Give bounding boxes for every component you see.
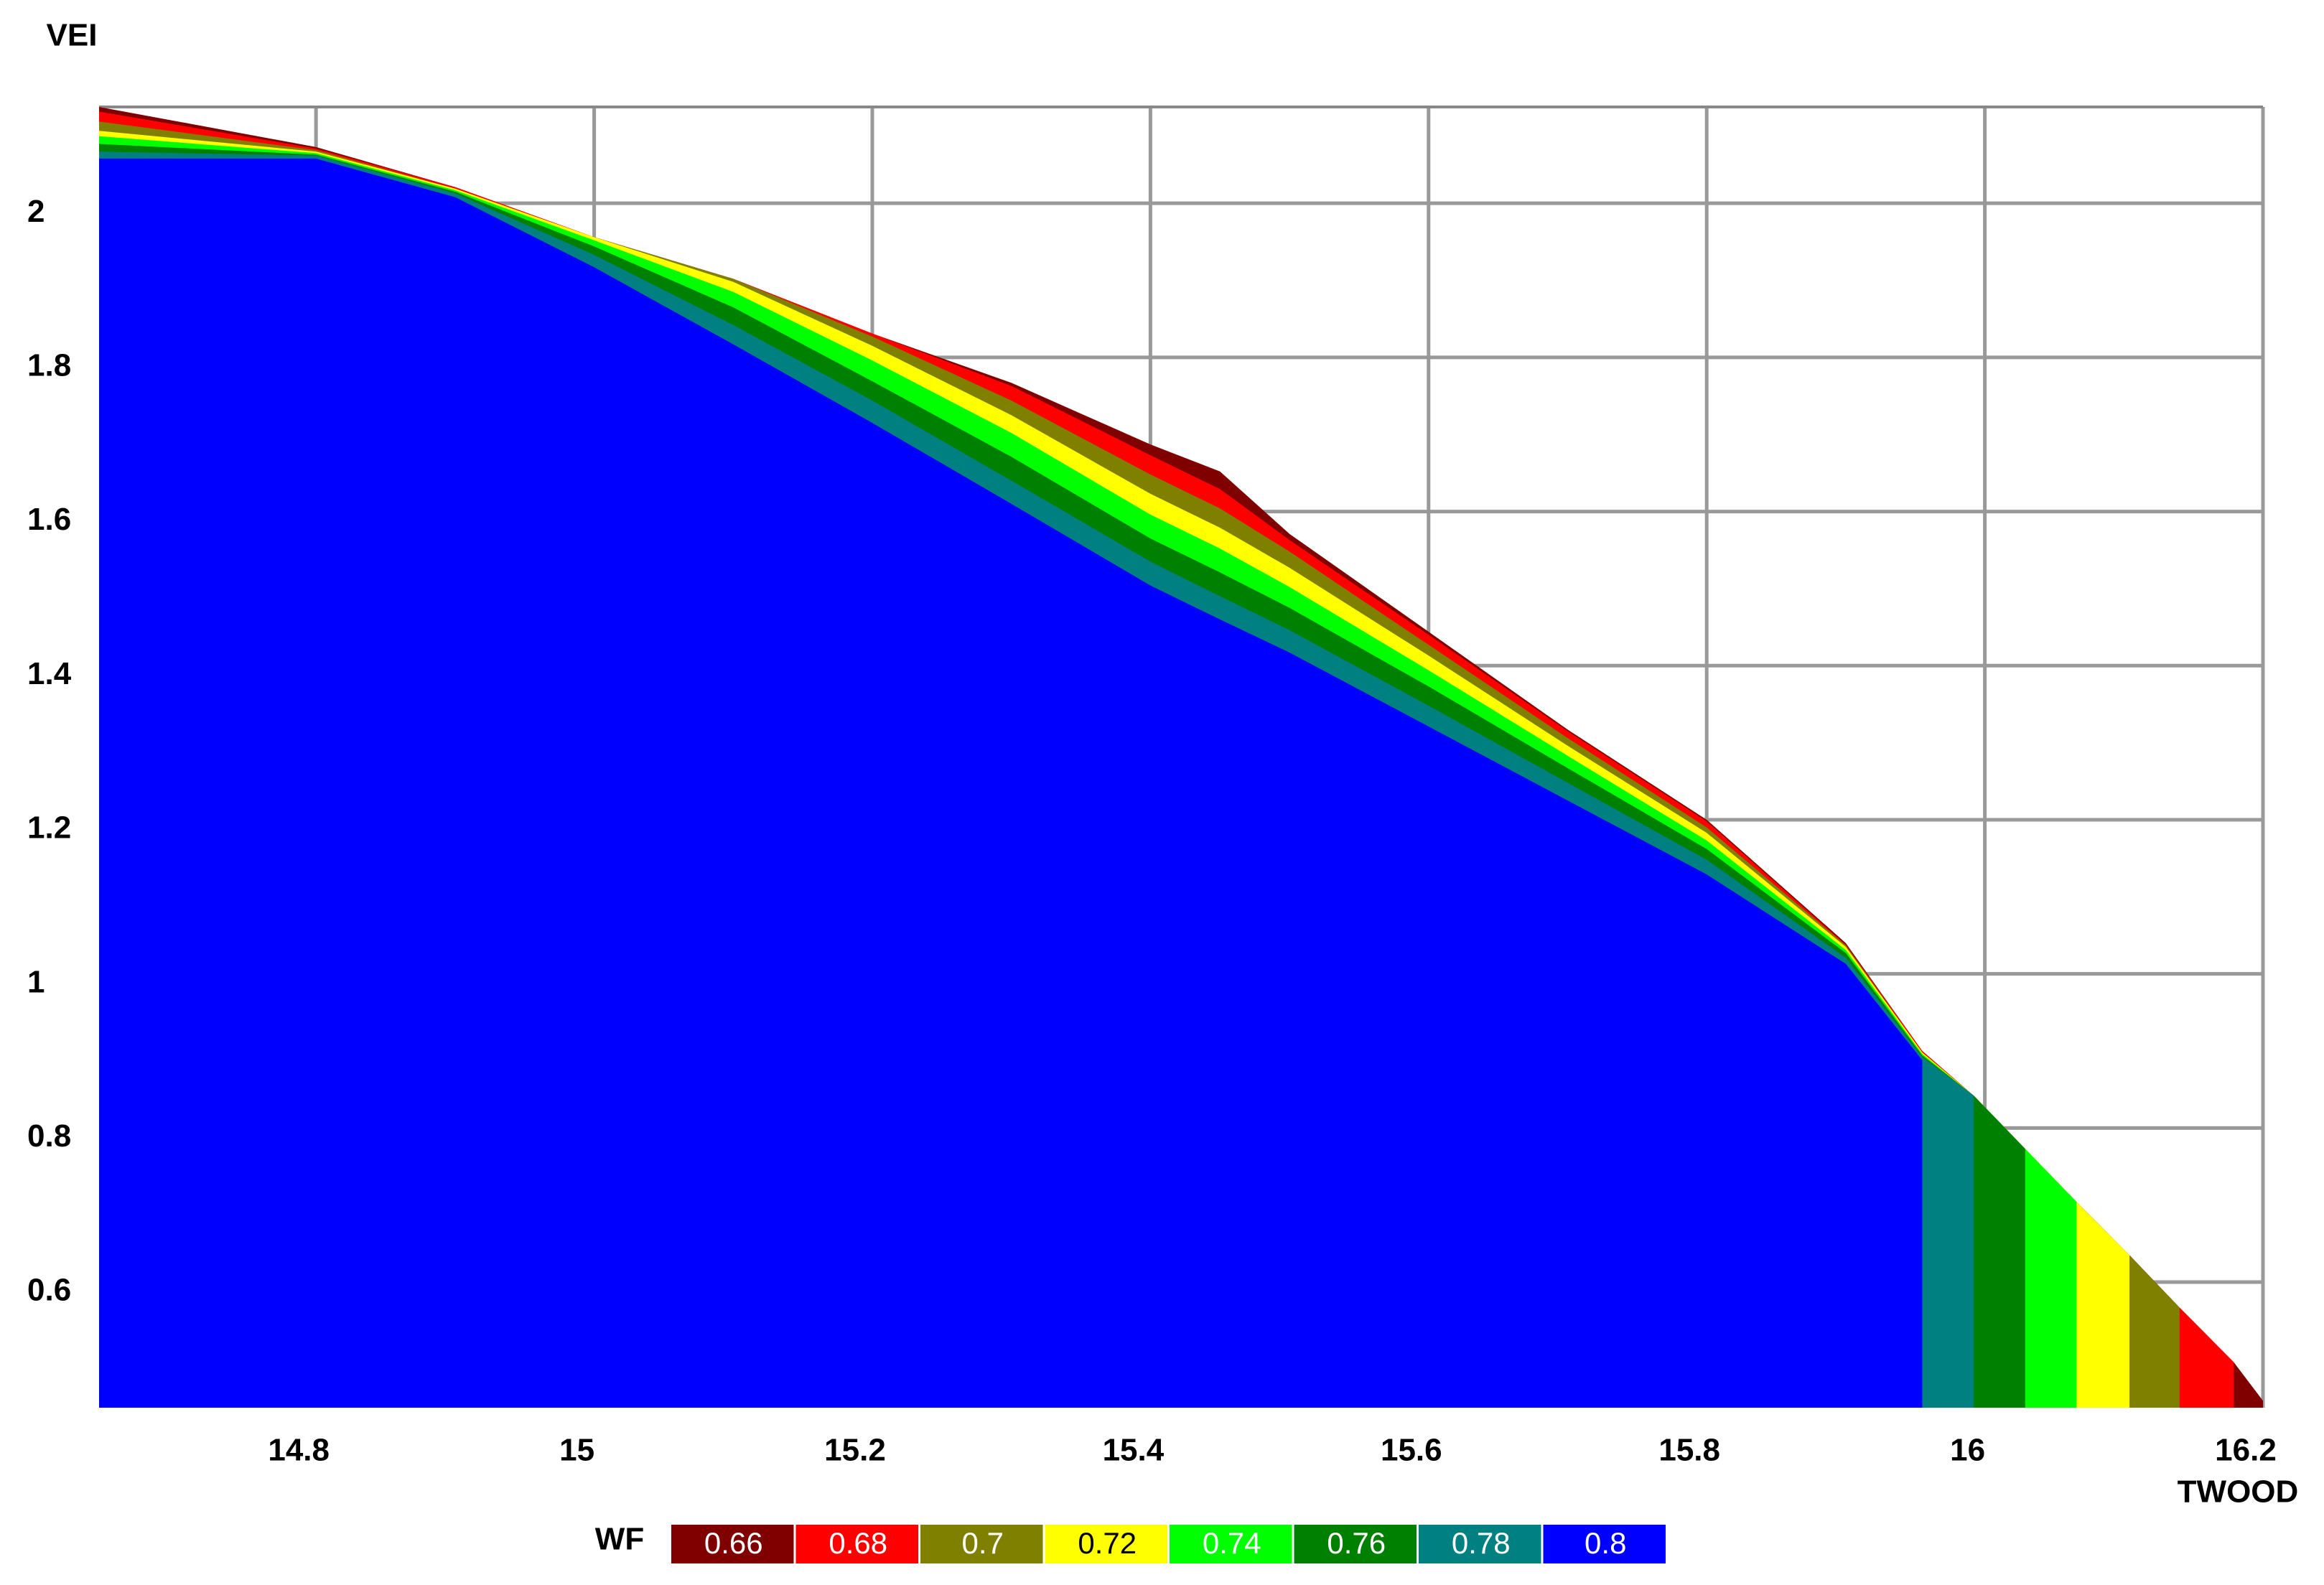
x-tick-label: 16.2 <box>2215 1433 2277 1468</box>
legend-label: 0.68 <box>829 1526 887 1560</box>
legend-label: 0.7 <box>962 1526 1004 1560</box>
legend-title: WF <box>595 1522 644 1557</box>
y-tick-label: 0.6 <box>27 1273 71 1308</box>
x-tick-label: 15.2 <box>824 1433 886 1468</box>
x-axis-label: TWOOD <box>2178 1474 2299 1510</box>
y-tick-label: 2 <box>27 194 45 229</box>
y-tick-label: 1.4 <box>27 656 72 691</box>
legend-label: 0.8 <box>1585 1526 1626 1560</box>
y-tick-label: 1.6 <box>27 502 71 537</box>
y-tick-label: 1.2 <box>27 810 71 846</box>
legend-label: 0.78 <box>1452 1526 1511 1560</box>
x-tick-label: 15.4 <box>1103 1433 1165 1468</box>
y-tick-label: 0.8 <box>27 1118 71 1154</box>
legend-swatch <box>920 1525 1043 1563</box>
legend-label: 0.74 <box>1203 1526 1261 1560</box>
x-tick-label: 16 <box>1950 1433 1985 1468</box>
x-tick-label: 15 <box>559 1433 594 1468</box>
x-tick-label: 15.8 <box>1658 1433 1720 1468</box>
y-tick-label: 1 <box>27 964 45 999</box>
y-axis-label: VEI <box>47 18 98 53</box>
legend-label: 0.76 <box>1327 1526 1386 1560</box>
legend-swatch <box>1543 1525 1666 1563</box>
x-tick-label: 15.6 <box>1381 1433 1442 1468</box>
legend-swatch <box>1294 1525 1417 1563</box>
level-region <box>99 158 1923 1408</box>
legend-swatch <box>671 1525 794 1563</box>
legend-swatch <box>795 1525 918 1563</box>
legend-label: 0.66 <box>704 1526 763 1560</box>
y-tick-label: 1.8 <box>27 347 71 383</box>
legend-label: 0.72 <box>1078 1526 1137 1560</box>
legend-swatch <box>1419 1525 1541 1563</box>
legend-swatch <box>1170 1525 1292 1563</box>
legend-swatch <box>1045 1525 1167 1563</box>
x-tick-label: 14.8 <box>268 1433 330 1468</box>
